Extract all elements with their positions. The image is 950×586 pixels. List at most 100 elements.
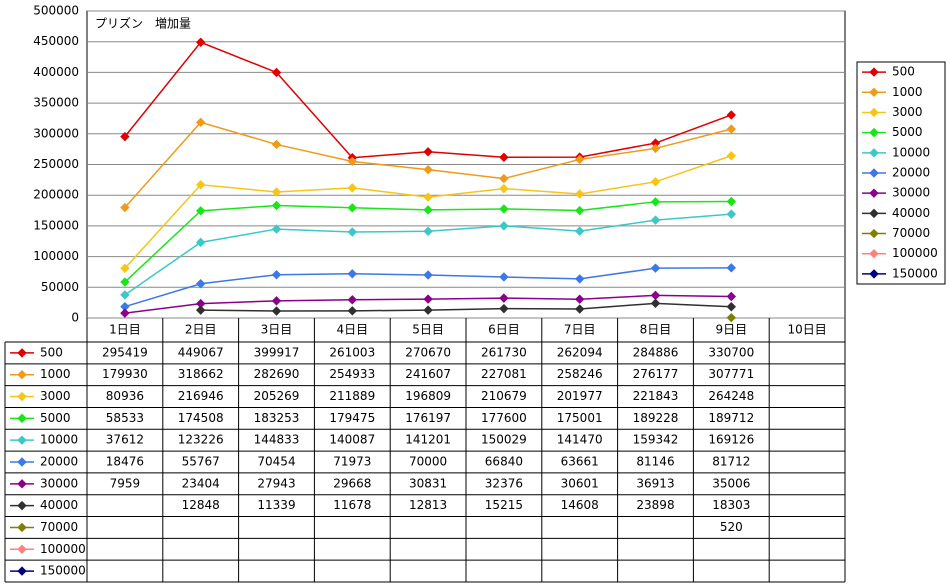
table-cell: 179475: [329, 411, 375, 425]
table-cell: 35006: [712, 476, 750, 490]
data-point: [726, 291, 737, 302]
legend-key-marker: [869, 208, 879, 219]
legend-key-marker: [869, 67, 879, 77]
x-tick-label: 7日目: [564, 323, 596, 337]
data-point: [195, 180, 206, 190]
table-row-label: 5000: [40, 411, 71, 425]
data-point: [271, 224, 282, 234]
series-line: [200, 302, 732, 312]
legend-label: 40000: [892, 206, 930, 220]
data-point: [650, 263, 661, 273]
legend-key-marker: [869, 269, 879, 279]
series-line: [124, 41, 732, 159]
table-key-marker: [17, 500, 27, 511]
data-point: [271, 270, 282, 280]
data-point: [195, 206, 206, 216]
table-cell: 66840: [485, 455, 523, 469]
data-point: [271, 187, 282, 197]
table-key-marker: [17, 370, 27, 380]
table-cell: 227081: [481, 367, 527, 381]
table-cell: 71973: [333, 455, 371, 469]
data-point: [574, 294, 585, 304]
data-point: [726, 151, 737, 161]
y-tick-label: 200000: [33, 188, 79, 202]
legend-label: 1000: [892, 85, 923, 99]
table-cell: 449067: [178, 345, 224, 359]
data-point: [120, 290, 130, 300]
data-point: [347, 269, 358, 279]
data-point: [726, 209, 737, 219]
data-point: [650, 197, 661, 207]
table-cell: 18303: [712, 498, 750, 512]
data-point: [423, 192, 433, 202]
table-cell: 70454: [257, 455, 295, 469]
data-point: [499, 204, 509, 214]
data-point: [347, 156, 358, 167]
table-cell: 12848: [182, 498, 220, 512]
data-point: [195, 237, 206, 248]
data-point: [195, 117, 206, 128]
data-point: [650, 298, 661, 309]
data-point: [271, 139, 282, 150]
data-point: [650, 290, 661, 301]
table-cell: 307771: [708, 367, 754, 381]
y-tick-label: 150000: [33, 218, 79, 232]
table-key-marker: [17, 479, 27, 489]
table-cell: 70000: [409, 455, 447, 469]
table-cell: 254933: [329, 367, 375, 381]
table-cell: 261730: [481, 345, 527, 359]
data-point: [271, 296, 282, 306]
table-cell: 159342: [633, 433, 679, 447]
data-point: [195, 305, 206, 315]
table-cell: 211889: [329, 389, 375, 403]
table-cell: 177600: [481, 411, 527, 425]
data-point: [499, 221, 509, 231]
data-point: [120, 202, 130, 213]
table-cell: 520: [720, 520, 743, 534]
table-cell: 150029: [481, 433, 527, 447]
table-cell: 179930: [102, 367, 148, 381]
table-cell: 241607: [405, 367, 451, 381]
table-cell: 276177: [633, 367, 679, 381]
y-tick-label: 400000: [33, 65, 79, 79]
legend-label: 3000: [892, 105, 923, 119]
data-point: [499, 152, 509, 163]
legend-label: 150000: [892, 266, 938, 280]
table-cell: 11339: [257, 498, 295, 512]
table-key-marker: [17, 391, 27, 402]
data-point: [574, 189, 585, 199]
table-cell: 55767: [182, 455, 220, 469]
data-point: [271, 200, 282, 211]
table-row-label: 1000: [40, 367, 71, 381]
data-point: [726, 110, 737, 120]
table-cell: 258246: [557, 367, 603, 381]
x-tick-label: 9日目: [715, 323, 747, 337]
table-row-label: 70000: [40, 520, 78, 534]
table-cell: 210679: [481, 389, 527, 403]
x-tick-label: 10日目: [787, 323, 826, 337]
table-cell: 30831: [409, 476, 447, 490]
table-cell: 183253: [254, 411, 300, 425]
table-cell: 12813: [409, 498, 447, 512]
y-tick-label: 50000: [41, 280, 79, 294]
table-cell: 282690: [254, 367, 300, 381]
legend-key-marker: [869, 87, 879, 97]
y-tick-label: 300000: [33, 126, 79, 140]
data-point: [574, 226, 585, 236]
table-cell: 63661: [561, 455, 599, 469]
data-point: [120, 263, 130, 274]
x-tick-label: 4日目: [336, 323, 368, 337]
data-point: [347, 183, 358, 193]
data-point: [120, 308, 130, 318]
table-key-marker: [17, 566, 27, 576]
data-point: [499, 183, 509, 194]
table-key-marker: [17, 348, 27, 358]
y-tick-label: 250000: [33, 157, 79, 171]
legend-key-marker: [869, 107, 879, 118]
data-point: [120, 277, 130, 287]
x-tick-label: 1日目: [109, 323, 141, 337]
table-cell: 205269: [254, 389, 300, 403]
table-cell: 175001: [557, 411, 603, 425]
table-row-label: 500: [40, 345, 63, 359]
